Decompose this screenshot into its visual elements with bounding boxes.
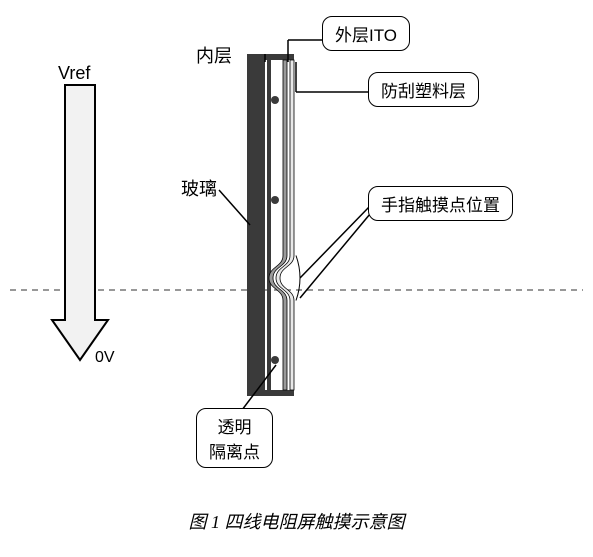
callout-scratch: 防刮塑料层 (368, 72, 479, 107)
label-glass: 玻璃 (181, 175, 217, 201)
callout-outer-ito: 外层ITO (322, 16, 410, 51)
callout-spacer: 透明隔离点 (196, 408, 273, 468)
label-vref: Vref (58, 63, 90, 84)
callout-touch-point: 手指触摸点位置 (368, 186, 513, 221)
label-inner: 内层 (196, 42, 232, 68)
label-0v: 0V (95, 349, 115, 367)
figure-caption: 图 1 四线电阻屏触摸示意图 (0, 508, 593, 534)
